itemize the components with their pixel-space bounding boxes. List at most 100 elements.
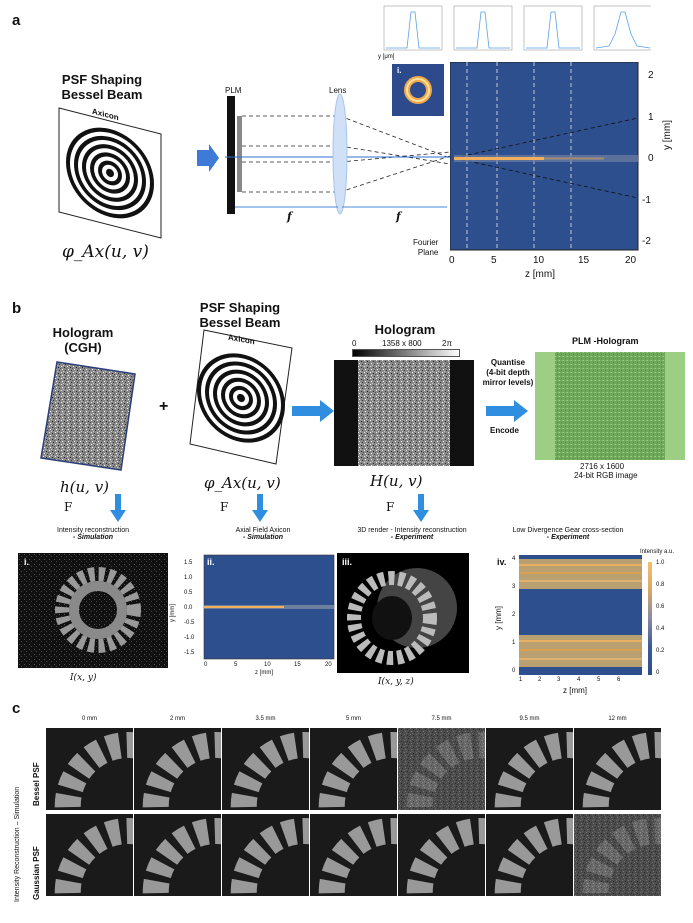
iv-cbar-tick: 0 [656, 670, 660, 676]
distance-label: 7.5 mm [431, 716, 452, 722]
quantise-1: Quantise [490, 358, 526, 367]
sub-i-title-2: - Simulation [72, 534, 114, 541]
F-label-1: F [64, 500, 73, 514]
y-tick: -2 [642, 236, 651, 247]
h-label: h(u, v) [60, 478, 110, 496]
arrow-to-hologram [292, 400, 334, 422]
gear-teeth [230, 732, 309, 810]
profile-plots [383, 5, 651, 51]
iv-ytick: 0 [512, 668, 516, 674]
iv-cbar-tick: 1.0 [656, 560, 665, 566]
hologram-image [334, 360, 474, 466]
sub-ii-title-1: Axial Field Axicon [235, 527, 291, 534]
sub-ii-ylabel: y [mm] [170, 604, 176, 622]
sub-iv-title-1: Low Divergence Gear cross-section [512, 527, 624, 534]
panel-c-side-label: Intensity Reconstruction – Simulation [14, 786, 21, 902]
gaussian-frame [222, 814, 309, 896]
iv-ytick: 4 [512, 556, 516, 562]
ii-ytick: -1.5 [184, 650, 195, 656]
fourier-plane-label: Fourier Plane [413, 238, 438, 258]
inset-donut-plot [392, 64, 444, 116]
panel-a-title-line1: PSF Shaping [61, 72, 143, 87]
gaussian-frame [310, 814, 397, 896]
H-label: H(u, v) [370, 472, 423, 490]
iv-cbar-tick: 0.4 [656, 626, 665, 632]
fourier-label-2: Plane [417, 248, 439, 257]
cgh-title: Hologram (CGH) [38, 325, 128, 355]
gaussian-frame [134, 814, 221, 896]
gaussian-frame [398, 814, 485, 896]
z-tick: 10 [533, 255, 545, 266]
inset-label: i. [397, 66, 402, 75]
down-arrow-2 [252, 494, 268, 522]
y-tick-col-a: 2 1 0 -1 -2 [642, 62, 666, 252]
ii-xtick: 20 [325, 662, 332, 668]
sub-ii-label: ii. [207, 557, 215, 567]
distance-label: 9.5 mm [519, 716, 540, 722]
bessel-frame [574, 728, 661, 810]
iv-xtick: 6 [617, 677, 621, 683]
iv-ytick: 2 [512, 612, 516, 618]
distance-label: 5 mm [346, 716, 361, 722]
row1-label: Bessel PSF [32, 762, 41, 806]
gear-teeth [494, 732, 573, 810]
gear-teeth [142, 818, 221, 896]
gear-teeth [318, 732, 397, 810]
cgh-title-2: (CGH) [64, 340, 102, 355]
gear-teeth [494, 818, 573, 896]
phi-label-b: φ_Ax(u, v) [204, 474, 281, 492]
y-tick: -1 [642, 195, 651, 206]
F-label-3: F [386, 500, 395, 514]
iv-xtick: 4 [577, 677, 581, 683]
y-axis-label-a: y [mm] [662, 120, 673, 150]
profile-plot [453, 5, 513, 51]
input-beam-arrow [197, 144, 219, 172]
plm-label: PLM [225, 86, 242, 95]
sub-iii-title: 3D render - Intensity reconstruction - E… [332, 527, 492, 541]
bessel-frame [134, 728, 221, 810]
axicon-plate-b [189, 329, 293, 465]
ii-ytick: 1.5 [184, 560, 193, 566]
bessel-frame [486, 728, 573, 810]
distance-label: 3.5 mm [255, 716, 276, 722]
gear-teeth [54, 818, 133, 896]
sub-ii-xlabel: z [mm] [255, 670, 273, 676]
plm-hologram-title: PLM -Hologram [572, 336, 639, 346]
bessel-frame [222, 728, 309, 810]
sub-i-title-1: Intensity reconstruction [57, 527, 129, 534]
panel-c-letter: c [12, 700, 21, 717]
bright-band-top [519, 559, 642, 589]
gaussian-frame [46, 814, 133, 896]
gear-teeth [406, 818, 485, 896]
z-tick: 20 [625, 255, 637, 266]
gaussian-frame [486, 814, 573, 896]
gear-teeth [54, 732, 133, 810]
down-arrow-3 [413, 494, 429, 522]
cbar-min: 0 [352, 339, 357, 348]
ii-xtick: 15 [294, 662, 301, 668]
down-arrow-1 [110, 494, 126, 522]
axicon-rings [66, 127, 154, 219]
rgb-size: 2716 x 1600 [580, 462, 625, 471]
optical-setup [197, 93, 450, 215]
sub-i-title: Intensity reconstruction - Simulation [18, 527, 168, 541]
bessel-frame [310, 728, 397, 810]
gear-timeline-grid: 0 mm 2 mm 3.5 mm 5 mm 7.5 mm 9.5 mm 12 mm [46, 716, 661, 913]
encode-label: Encode [490, 426, 519, 435]
distance-label: 0 mm [82, 716, 97, 722]
iv-xtick: 5 [597, 677, 601, 683]
ii-xtick: 5 [234, 662, 238, 668]
sub-iii-title-1: 3D render - Intensity reconstruction [357, 527, 467, 534]
iv-cbar-tick: 0.6 [656, 604, 665, 610]
y-tick: 2 [648, 70, 654, 81]
field-plot-a [450, 62, 639, 251]
sub-iii-title-2: - Experiment [390, 534, 434, 541]
sub-i-label: i. [24, 557, 30, 567]
z-tick: 15 [578, 255, 590, 266]
ii-ytick: 1.0 [184, 575, 193, 581]
panel-b-letter: b [12, 300, 22, 317]
sub-iii-caption: I(x, y, z) [378, 677, 414, 687]
profile-plot [593, 5, 651, 51]
profile-plot [383, 5, 443, 51]
sub-iv-title-2: - Experiment [546, 534, 590, 541]
